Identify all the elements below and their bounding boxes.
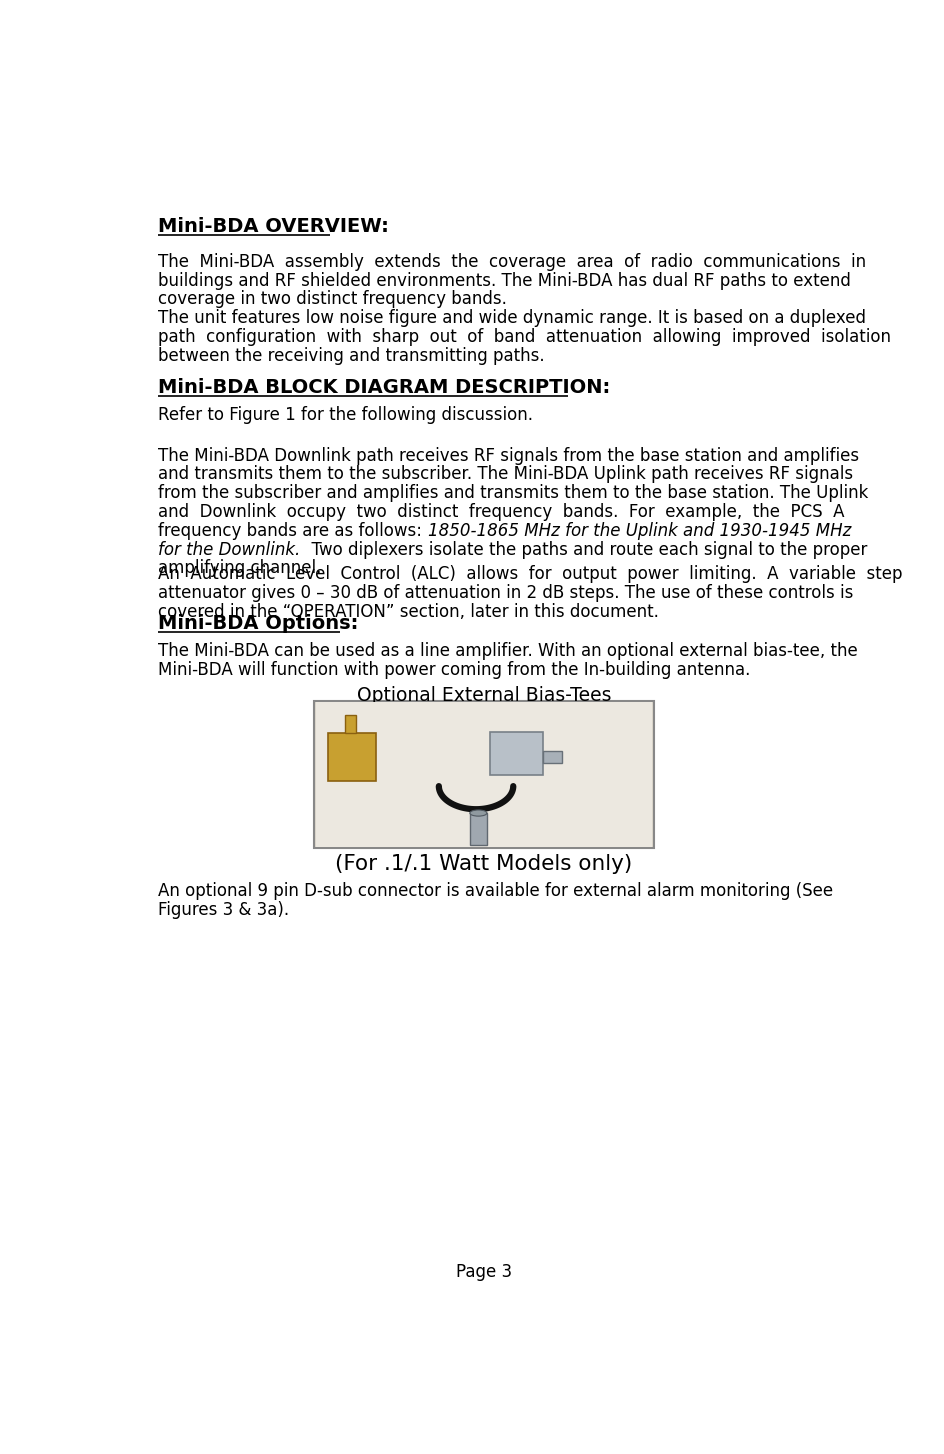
Text: for the Downlink.: for the Downlink. (159, 541, 300, 558)
Bar (470, 813, 487, 845)
Text: An  Automatic  Level  Control  (ALC)  allows  for  output  power  limiting.  A  : An Automatic Level Control (ALC) allows … (159, 566, 902, 583)
Bar (490, 733, 543, 775)
Text: between the receiving and transmitting paths.: between the receiving and transmitting p… (159, 348, 545, 365)
Bar (315, 702, 652, 846)
Text: Mini-BDA BLOCK DIAGRAM DESCRIPTION:: Mini-BDA BLOCK DIAGRAM DESCRIPTION: (159, 378, 611, 397)
Text: from the subscriber and amplifies and transmits them to the base station. The Up: from the subscriber and amplifies and tr… (159, 484, 868, 502)
Text: Figures 3 & 3a).: Figures 3 & 3a). (159, 901, 290, 919)
Text: 1850-1865 MHz for the Uplink and 1930-1945 MHz: 1850-1865 MHz for the Uplink and 1930-19… (428, 522, 851, 539)
Text: Page 3: Page 3 (456, 1262, 512, 1281)
Bar (328, 733, 376, 781)
Text: frequency bands are as follows:: frequency bands are as follows: (159, 522, 428, 539)
Text: The unit features low noise figure and wide dynamic range. It is based on a dupl: The unit features low noise figure and w… (159, 310, 867, 327)
Text: (For .1/.1 Watt Models only): (For .1/.1 Watt Models only) (335, 853, 632, 874)
Text: An optional 9 pin D-sub connector is available for external alarm monitoring (Se: An optional 9 pin D-sub connector is ava… (159, 883, 834, 900)
Text: Refer to Figure 1 for the following discussion.: Refer to Figure 1 for the following disc… (159, 406, 533, 425)
Text: attenuator gives 0 – 30 dB of attenuation in 2 dB steps. The use of these contro: attenuator gives 0 – 30 dB of attenuatio… (159, 585, 853, 602)
Text: The Mini-BDA can be used as a line amplifier. With an optional external bias-tee: The Mini-BDA can be used as a line ampli… (159, 643, 858, 660)
Text: amplifying channel.: amplifying channel. (159, 560, 322, 577)
Text: and  Downlink  occupy  two  distinct  frequency  bands.  For  example,  the  PCS: and Downlink occupy two distinct frequen… (159, 503, 845, 521)
Bar (314, 701, 653, 849)
Text: Mini-BDA OVERVIEW:: Mini-BDA OVERVIEW: (159, 217, 389, 236)
Text: The  Mini-BDA  assembly  extends  the  coverage  area  of  radio  communications: The Mini-BDA assembly extends the covera… (159, 253, 867, 270)
Text: Two diplexers isolate the paths and route each signal to the proper: Two diplexers isolate the paths and rout… (300, 541, 867, 558)
Text: buildings and RF shielded environments. The Mini-BDA has dual RF paths to extend: buildings and RF shielded environments. … (159, 272, 851, 289)
Text: covered in the “OPERATION” section, later in this document.: covered in the “OPERATION” section, late… (159, 603, 659, 621)
Bar (346, 714, 356, 733)
Text: and transmits them to the subscriber. The Mini-BDA Uplink path receives RF signa: and transmits them to the subscriber. Th… (159, 465, 853, 483)
Text: Mini-BDA will function with power coming from the In-building antenna.: Mini-BDA will function with power coming… (159, 662, 750, 679)
Text: coverage in two distinct frequency bands.: coverage in two distinct frequency bands… (159, 291, 507, 308)
Bar (543, 752, 562, 763)
Text: Mini-BDA Options:: Mini-BDA Options: (159, 615, 359, 634)
Text: path  configuration  with  sharp  out  of  band  attenuation  allowing  improved: path configuration with sharp out of ban… (159, 329, 891, 346)
Text: The Mini-BDA Downlink path receives RF signals from the base station and amplifi: The Mini-BDA Downlink path receives RF s… (159, 446, 859, 464)
Ellipse shape (470, 810, 487, 816)
Text: Optional External Bias-Tees: Optional External Bias-Tees (357, 686, 611, 705)
